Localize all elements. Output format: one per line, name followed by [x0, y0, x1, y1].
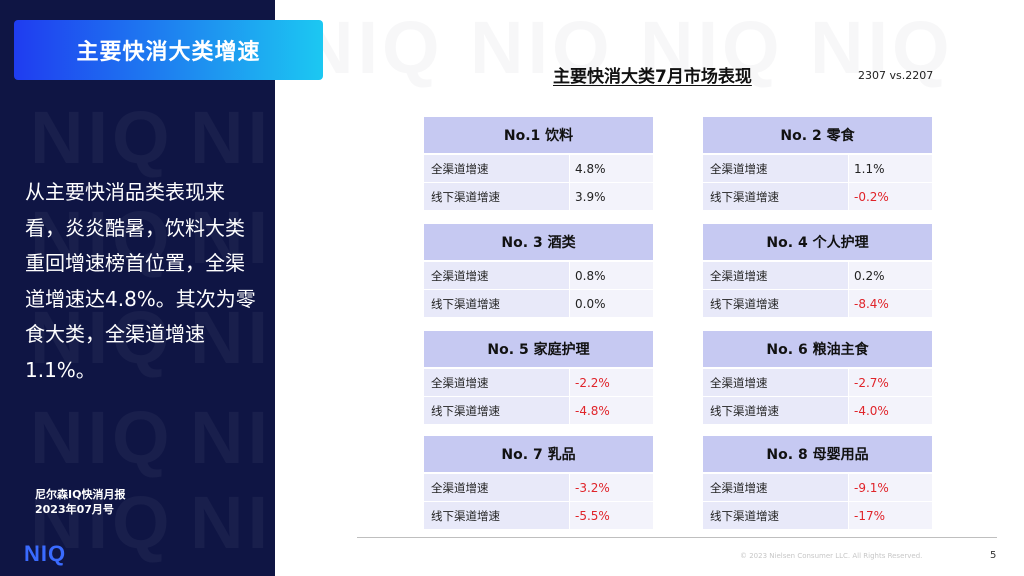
period-label: 2307 vs.2207 — [858, 69, 934, 82]
card-header: No. 3 酒类 — [424, 224, 653, 260]
row-value: -2.2% — [570, 369, 653, 396]
main-title: 主要快消大类7月市场表现 — [553, 67, 752, 87]
row-value: 3.9% — [570, 183, 653, 210]
row-label: 线下渠道增速 — [424, 502, 569, 529]
table-row: 全渠道增速 -9.1% — [703, 474, 932, 501]
card-header: No. 8 母婴用品 — [703, 436, 932, 472]
category-card: No. 7 乳品 全渠道增速 -3.2% 线下渠道增速 -5.5% — [424, 436, 653, 529]
card-header: No. 2 零食 — [703, 117, 932, 153]
table-row: 全渠道增速 4.8% — [424, 155, 653, 182]
watermark-text: NIQ — [30, 480, 174, 565]
card-header: No. 4 个人护理 — [703, 224, 932, 260]
row-value: -4.0% — [849, 397, 932, 424]
row-label: 线下渠道增速 — [424, 183, 569, 210]
row-label: 线下渠道增速 — [703, 290, 848, 317]
row-label: 全渠道增速 — [703, 474, 848, 501]
category-card: No.1 饮料 全渠道增速 4.8% 线下渠道增速 3.9% — [424, 117, 653, 210]
table-row: 全渠道增速 0.2% — [703, 262, 932, 289]
table-row: 线下渠道增速 3.9% — [424, 183, 653, 210]
table-row: 线下渠道增速 0.0% — [424, 290, 653, 317]
row-label: 全渠道增速 — [424, 155, 569, 182]
watermark-text: NIQ — [190, 480, 275, 565]
row-label: 全渠道增速 — [703, 262, 848, 289]
report-info: 尼尔森IQ快消月报 2023年07月号 — [35, 487, 125, 517]
row-label: 全渠道增速 — [703, 369, 848, 396]
row-label: 线下渠道增速 — [424, 397, 569, 424]
category-card: No. 4 个人护理 全渠道增速 0.2% 线下渠道增速 -8.4% — [703, 224, 932, 317]
category-card: No. 8 母婴用品 全渠道增速 -9.1% 线下渠道增速 -17% — [703, 436, 932, 529]
table-row: 全渠道增速 -3.2% — [424, 474, 653, 501]
table-row: 全渠道增速 0.8% — [424, 262, 653, 289]
category-card: No. 3 酒类 全渠道增速 0.8% 线下渠道增速 0.0% — [424, 224, 653, 317]
row-value: -2.7% — [849, 369, 932, 396]
table-row: 全渠道增速 -2.7% — [703, 369, 932, 396]
table-row: 线下渠道增速 -4.8% — [424, 397, 653, 424]
row-label: 全渠道增速 — [424, 474, 569, 501]
row-value: -3.2% — [570, 474, 653, 501]
row-label: 线下渠道增速 — [424, 290, 569, 317]
row-value: -5.5% — [570, 502, 653, 529]
card-header: No. 7 乳品 — [424, 436, 653, 472]
page-number: 5 — [990, 550, 997, 561]
section-title: 主要快消大类增速 — [14, 20, 323, 80]
watermark-text: NIQ — [30, 395, 174, 480]
watermark-text: NIQ — [30, 195, 174, 280]
row-label: 线下渠道增速 — [703, 502, 848, 529]
category-card: No. 5 家庭护理 全渠道增速 -2.2% 线下渠道增速 -4.8% — [424, 331, 653, 424]
row-value: -8.4% — [849, 290, 932, 317]
table-row: 线下渠道增速 -8.4% — [703, 290, 932, 317]
row-value: 4.8% — [570, 155, 653, 182]
table-row: 线下渠道增速 -4.0% — [703, 397, 932, 424]
row-label: 全渠道增速 — [703, 155, 848, 182]
card-header: No. 6 粮油主食 — [703, 331, 932, 367]
row-label: 全渠道增速 — [424, 262, 569, 289]
row-value: 0.0% — [570, 290, 653, 317]
row-value: 0.2% — [849, 262, 932, 289]
row-value: 0.8% — [570, 262, 653, 289]
table-row: 线下渠道增速 -17% — [703, 502, 932, 529]
sidebar-description: 从主要快消品类表现来看，炎炎酷暑，饮料大类重回增速榜首位置，全渠道增速达4.8%… — [25, 180, 256, 382]
niq-logo: NIQ — [24, 541, 67, 566]
report-name: 尼尔森IQ快消月报 — [35, 488, 126, 501]
report-issue: 2023年07月号 — [35, 503, 114, 516]
row-value: -17% — [849, 502, 932, 529]
category-card: No. 6 粮油主食 全渠道增速 -2.7% 线下渠道增速 -4.0% — [703, 331, 932, 424]
row-label: 线下渠道增速 — [703, 183, 848, 210]
table-row: 线下渠道增速 -5.5% — [424, 502, 653, 529]
copyright-text: © 2023 Nielsen Consumer LLC. All Rights … — [740, 552, 923, 560]
watermark-text: NIQ — [190, 95, 275, 180]
watermark-text: NIQ — [30, 295, 174, 380]
watermark-text: NIQ — [30, 95, 174, 180]
row-value: -9.1% — [849, 474, 932, 501]
watermark-text: NIQ — [190, 395, 275, 480]
table-row: 全渠道增速 1.1% — [703, 155, 932, 182]
footer-divider — [357, 537, 997, 538]
table-row: 全渠道增速 -2.2% — [424, 369, 653, 396]
row-value: -4.8% — [570, 397, 653, 424]
section-title-text: 主要快消大类增速 — [76, 40, 261, 65]
category-card: No. 2 零食 全渠道增速 1.1% 线下渠道增速 -0.2% — [703, 117, 932, 210]
table-row: 线下渠道增速 -0.2% — [703, 183, 932, 210]
card-header: No. 5 家庭护理 — [424, 331, 653, 367]
card-header: No.1 饮料 — [424, 117, 653, 153]
row-label: 线下渠道增速 — [703, 397, 848, 424]
row-label: 全渠道增速 — [424, 369, 569, 396]
watermark-text: NIQ — [190, 295, 275, 380]
sidebar-panel: NIQ NIQ NIQ NIQ NIQ NIQ NIQ NIQ NIQ NIQ … — [0, 0, 275, 576]
watermark-text: NIQ — [190, 195, 275, 280]
row-value: -0.2% — [849, 183, 932, 210]
row-value: 1.1% — [849, 155, 932, 182]
